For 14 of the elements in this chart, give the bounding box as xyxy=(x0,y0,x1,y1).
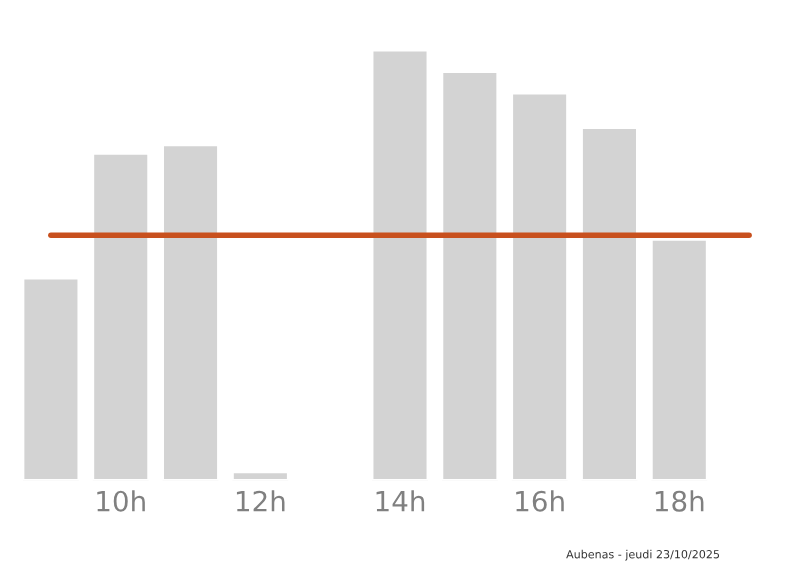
x-tick-label: 12h xyxy=(236,490,285,512)
bar xyxy=(161,143,220,481)
x-tick-label: 10h xyxy=(97,490,145,512)
bar xyxy=(580,126,639,481)
bar xyxy=(649,238,709,481)
x-tick-label: 16h xyxy=(516,490,564,512)
bar xyxy=(231,470,290,481)
bar xyxy=(510,91,569,481)
bar xyxy=(370,48,430,481)
bar xyxy=(440,70,500,481)
x-tick-label: 14h xyxy=(376,490,425,512)
x-tick-label: 18h xyxy=(655,490,704,512)
bar xyxy=(21,276,81,481)
bar xyxy=(91,152,151,481)
